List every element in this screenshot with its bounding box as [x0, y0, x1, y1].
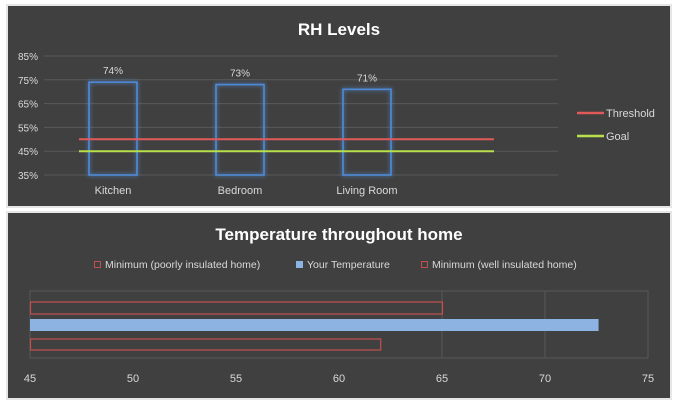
temp-xtick-label: 45 — [24, 373, 36, 385]
rh-ytick-label: 55% — [18, 123, 38, 134]
rh-data-label: 73% — [230, 69, 250, 80]
temp-xtick-label: 55 — [230, 373, 242, 385]
temp-legend-swatch — [94, 261, 101, 268]
rh-bar — [342, 88, 392, 176]
temp-xtick-label: 70 — [539, 373, 551, 385]
rh-ytick-label: 35% — [18, 171, 38, 182]
temp-xtick-label: 65 — [436, 373, 448, 385]
temp-legend-label: Your Temperature — [307, 259, 390, 271]
rh-data-label: 74% — [103, 66, 123, 77]
temp-chart-title: Temperature throughout home — [215, 225, 463, 244]
temp-legend-swatch — [421, 261, 428, 268]
rh-category-label: Living Room — [336, 185, 397, 197]
rh-bar — [215, 83, 265, 176]
temp-bar — [29, 338, 382, 351]
temp-xtick-label: 75 — [642, 373, 654, 385]
temp-bar — [30, 319, 599, 331]
rh-chart-plot: 35% 45% 55% 65% 75% 85% 74% Kitchen 73% Bedroom 71… — [18, 52, 655, 197]
rh-ytick-label: 85% — [18, 52, 38, 63]
temp-chart-plot: 45 50 55 60 65 70 75 Minimum (poorly insulated … — [24, 259, 654, 385]
temp-legend-label: Minimum (well insulated home) — [432, 259, 577, 271]
temp-xtick-label: 50 — [127, 373, 139, 385]
rh-ytick-label: 75% — [18, 76, 38, 87]
temp-xtick-label: 60 — [333, 373, 345, 385]
rh-category-label: Kitchen — [95, 185, 132, 197]
temp-legend-swatch — [296, 261, 303, 268]
rh-ytick-label: 45% — [18, 147, 38, 158]
temperature-chart: Temperature throughout home 45 50 55 60 65 70… — [6, 211, 672, 400]
rh-data-label: 71% — [357, 73, 377, 84]
temp-bar — [29, 301, 444, 315]
rh-chart-title: RH Levels — [297, 20, 381, 39]
rh-legend-label: Goal — [606, 131, 629, 143]
rh-legend-label: Threshold — [606, 108, 655, 120]
temp-legend-label: Minimum (poorly insulated home) — [105, 259, 260, 271]
rh-ytick-label: 65% — [18, 100, 38, 111]
rh-levels-chart: RH Levels 35% 45% 55% 65% 75% 85% 74% Kitchen 73… — [6, 4, 672, 208]
rh-category-label: Bedroom — [218, 185, 263, 197]
rh-bar — [88, 81, 138, 176]
